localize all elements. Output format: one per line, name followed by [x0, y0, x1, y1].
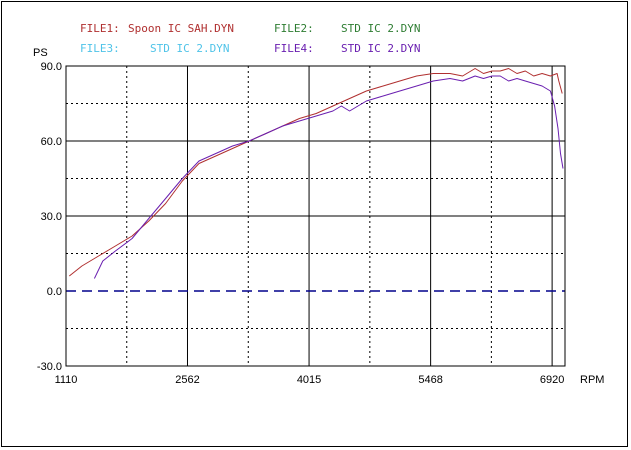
grid — [66, 66, 565, 366]
series-group — [68, 68, 564, 279]
legend-file1-name: Spoon IC SAH.DYN — [128, 22, 234, 35]
legend-file3-name: STD IC 2.DYN — [150, 42, 229, 55]
y-tick-labels: 90.0 60.0 30.0 0.0 -30.0 — [37, 61, 62, 373]
x-tick-label: 4015 — [297, 374, 321, 386]
y-tick-label: 60.0 — [41, 136, 62, 148]
legend: FILE1: Spoon IC SAH.DYN FILE2: STD IC 2.… — [80, 22, 420, 55]
y-tick-label: -30.0 — [37, 361, 62, 373]
plot-frame — [65, 65, 566, 367]
y-tick-label: 90.0 — [41, 61, 62, 73]
y-tick-label: 30.0 — [41, 211, 62, 223]
legend-file3-tag: FILE3: — [80, 42, 120, 55]
x-tick-label: 5468 — [418, 374, 442, 386]
legend-file2-tag: FILE2: — [274, 22, 314, 35]
x-tick-labels: 1110 2562 4015 5468 6920 — [55, 374, 565, 386]
x-unit-label: RPM — [580, 374, 604, 386]
legend-file4-name: STD IC 2.DYN — [341, 42, 420, 55]
legend-file4-tag: FILE4: — [274, 42, 314, 55]
x-tick-label: 1110 — [55, 374, 78, 386]
series-line-file1 — [68, 68, 563, 277]
x-tick-label: 2562 — [175, 374, 199, 386]
legend-file2-name: STD IC 2.DYN — [341, 22, 420, 35]
series-line-file4 — [93, 75, 564, 279]
legend-file1-tag: FILE1: — [80, 22, 120, 35]
x-tick-label: 6920 — [540, 374, 564, 386]
y-tick-label: 0.0 — [47, 286, 62, 298]
y-unit-label: PS — [33, 47, 48, 59]
